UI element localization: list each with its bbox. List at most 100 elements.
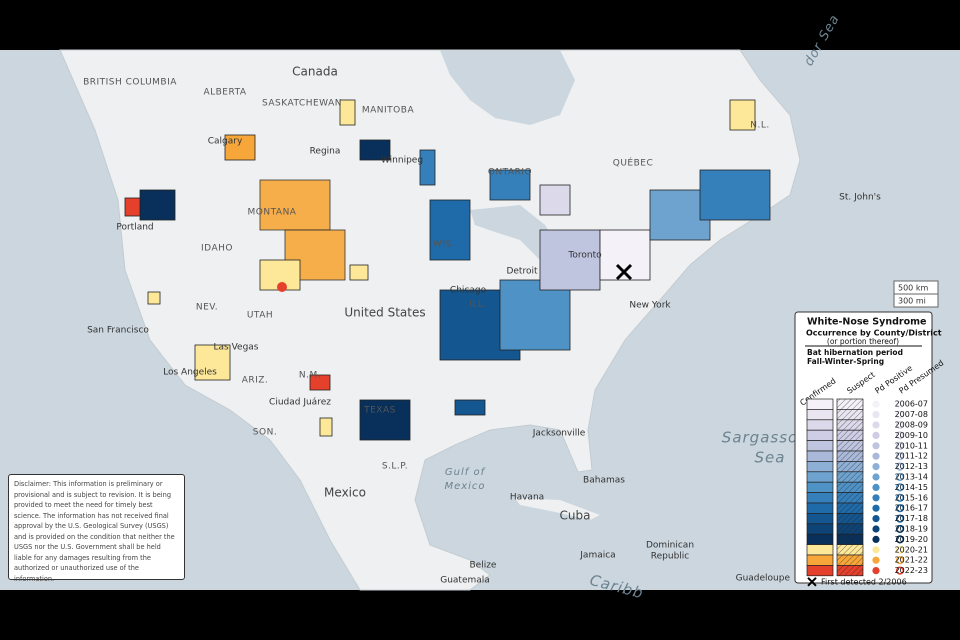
label: Sargasso: [722, 429, 798, 447]
legend-pd-positive: [872, 452, 880, 460]
legend-hatch: [837, 471, 863, 483]
label: Mexico: [444, 481, 485, 492]
legend-pd-presumed: [895, 514, 905, 523]
label: Toronto: [567, 251, 602, 261]
legend-swatch: [806, 554, 834, 566]
label: N.M.: [299, 371, 321, 381]
legend: White-Nose Syndrome Occurrence by County…: [794, 311, 945, 587]
legend-swatch: [806, 502, 834, 514]
legend-label: 2006-07: [895, 400, 928, 409]
label: S.L.P.: [382, 462, 408, 472]
legend-hatch: [837, 461, 863, 472]
legend-pd-presumed: [895, 535, 905, 544]
legend-label: 2017-18: [895, 514, 928, 523]
legend-pd-positive: [872, 442, 880, 450]
counties: [124, 99, 771, 441]
legend-label: 2013-14: [895, 473, 928, 482]
legend-x-marker: [807, 577, 817, 587]
legend-pd-positive: [872, 515, 880, 523]
label: Gulf of: [445, 467, 486, 478]
legend-pd-presumed: [895, 504, 905, 513]
label: Winnipeg: [381, 156, 423, 166]
legend-pd-positive: [872, 546, 880, 554]
label: Chicago: [450, 286, 487, 296]
legend-pd-presumed: [895, 493, 905, 502]
legend-swatch: [806, 398, 834, 410]
label: Belize: [470, 561, 497, 571]
label: ONTARIO: [488, 168, 532, 178]
label: MONTANA: [248, 208, 297, 218]
legend-swatch: [806, 409, 834, 421]
legend-title: White-Nose Syndrome: [807, 317, 926, 328]
legend-pd-presumed: [895, 452, 905, 461]
legend-swatch: [806, 492, 834, 504]
hudson-bay: [440, 50, 575, 125]
label: Jacksonville: [532, 429, 586, 439]
label: Sea: [755, 449, 786, 467]
legend-label: 2019-20: [895, 535, 928, 544]
label: Havana: [510, 493, 544, 503]
label: UTAH: [247, 311, 273, 321]
disclaimer: Disclaimer: This information is prelimin…: [8, 474, 185, 583]
label: Mexico: [324, 486, 366, 500]
legend-first-detected: First detected 2/2006: [821, 577, 907, 586]
cuba: [515, 498, 600, 520]
legend-pd-positive: [872, 494, 880, 502]
legend-swatch: [806, 419, 834, 431]
legend-pd-positive: [872, 567, 880, 575]
legend-swatch: [806, 544, 834, 556]
legend-pd-positive: [872, 463, 880, 471]
legend-pd-presumed: [895, 472, 905, 482]
label: Guadeloupe: [736, 574, 791, 584]
label: Bahamas: [583, 476, 625, 486]
legend-swatch: [806, 481, 834, 493]
legend-pd-positive: [872, 473, 880, 481]
legend-hatch: [837, 565, 863, 576]
legend-label: 2020-21: [895, 545, 928, 554]
legend-label: 2012-13: [895, 462, 928, 471]
label: MANITOBA: [362, 106, 415, 116]
legend-pd-positive: [872, 504, 880, 512]
legend-swatch: [806, 471, 834, 483]
label: United States: [344, 306, 425, 320]
label: Detroit: [506, 267, 538, 277]
label: Republic: [651, 552, 690, 562]
label: Dominican: [646, 541, 694, 551]
legend-pd-presumed: [895, 420, 905, 430]
legend-pd-presumed: [895, 556, 905, 565]
label: QUÉBEC: [613, 157, 654, 169]
legend-swatch: [806, 440, 834, 452]
legend-note: (or portion thereof): [827, 337, 899, 346]
legend-hatch: [837, 399, 863, 410]
label: WIS.: [433, 240, 455, 250]
scale-label: 500 km: [898, 284, 928, 293]
legend-swatch: [806, 565, 834, 577]
label: IDAHO: [201, 244, 233, 254]
label: SON.: [253, 428, 277, 438]
scale-label: 300 mi: [898, 297, 926, 306]
label: Calgary: [208, 137, 243, 147]
legend-pd-presumed: [895, 431, 905, 440]
label: San Francisco: [87, 326, 149, 336]
label: ARIZ.: [242, 376, 269, 386]
label: Regina: [310, 147, 341, 157]
legend-hatch: [837, 503, 863, 514]
legend-pd-positive: [872, 411, 880, 419]
legend-pd-presumed: [895, 462, 905, 471]
legend-swatch: [806, 523, 834, 535]
label: N.L.: [750, 121, 769, 131]
legend-pd-presumed: [895, 483, 905, 492]
legend-pd-presumed: [895, 400, 905, 409]
legend-pd-presumed: [895, 441, 905, 450]
label: Los Angeles: [163, 368, 217, 378]
legend-pd-presumed: [895, 524, 905, 534]
legend-subtitle: Occurrence by County/District: [806, 329, 942, 338]
legend-label: 2014-15: [895, 483, 928, 492]
legend-pd-positive: [872, 431, 880, 439]
label: TEXAS: [363, 406, 396, 416]
legend-hatch: [837, 419, 863, 431]
legend-season: Fall-Winter-Spring: [807, 357, 884, 366]
legend-pd-positive: [872, 556, 880, 564]
